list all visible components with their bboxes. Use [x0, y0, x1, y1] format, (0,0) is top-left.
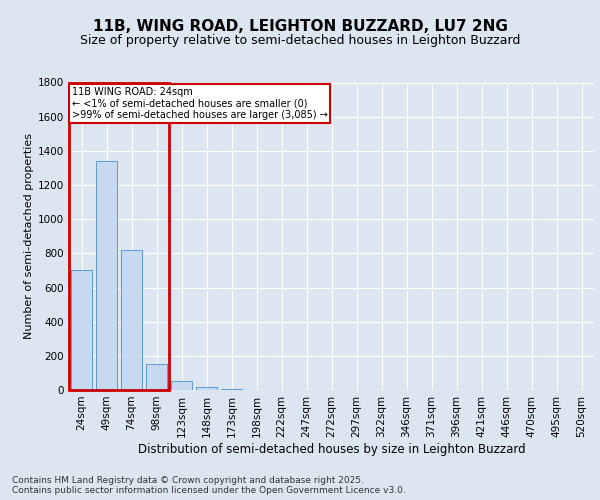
Bar	[121, 250, 142, 390]
Bar	[196, 386, 217, 390]
Bar	[71, 270, 92, 390]
Bar	[96, 161, 117, 390]
Bar	[171, 380, 192, 390]
Bar	[146, 364, 167, 390]
Text: 11B WING ROAD: 24sqm
← <1% of semi-detached houses are smaller (0)
>99% of semi-: 11B WING ROAD: 24sqm ← <1% of semi-detac…	[71, 87, 328, 120]
Text: 11B, WING ROAD, LEIGHTON BUZZARD, LU7 2NG: 11B, WING ROAD, LEIGHTON BUZZARD, LU7 2N…	[92, 19, 508, 34]
Bar	[221, 388, 242, 390]
Text: Contains HM Land Registry data © Crown copyright and database right 2025.
Contai: Contains HM Land Registry data © Crown c…	[12, 476, 406, 495]
Text: Size of property relative to semi-detached houses in Leighton Buzzard: Size of property relative to semi-detach…	[80, 34, 520, 47]
Y-axis label: Number of semi-detached properties: Number of semi-detached properties	[24, 133, 34, 339]
X-axis label: Distribution of semi-detached houses by size in Leighton Buzzard: Distribution of semi-detached houses by …	[137, 442, 526, 456]
